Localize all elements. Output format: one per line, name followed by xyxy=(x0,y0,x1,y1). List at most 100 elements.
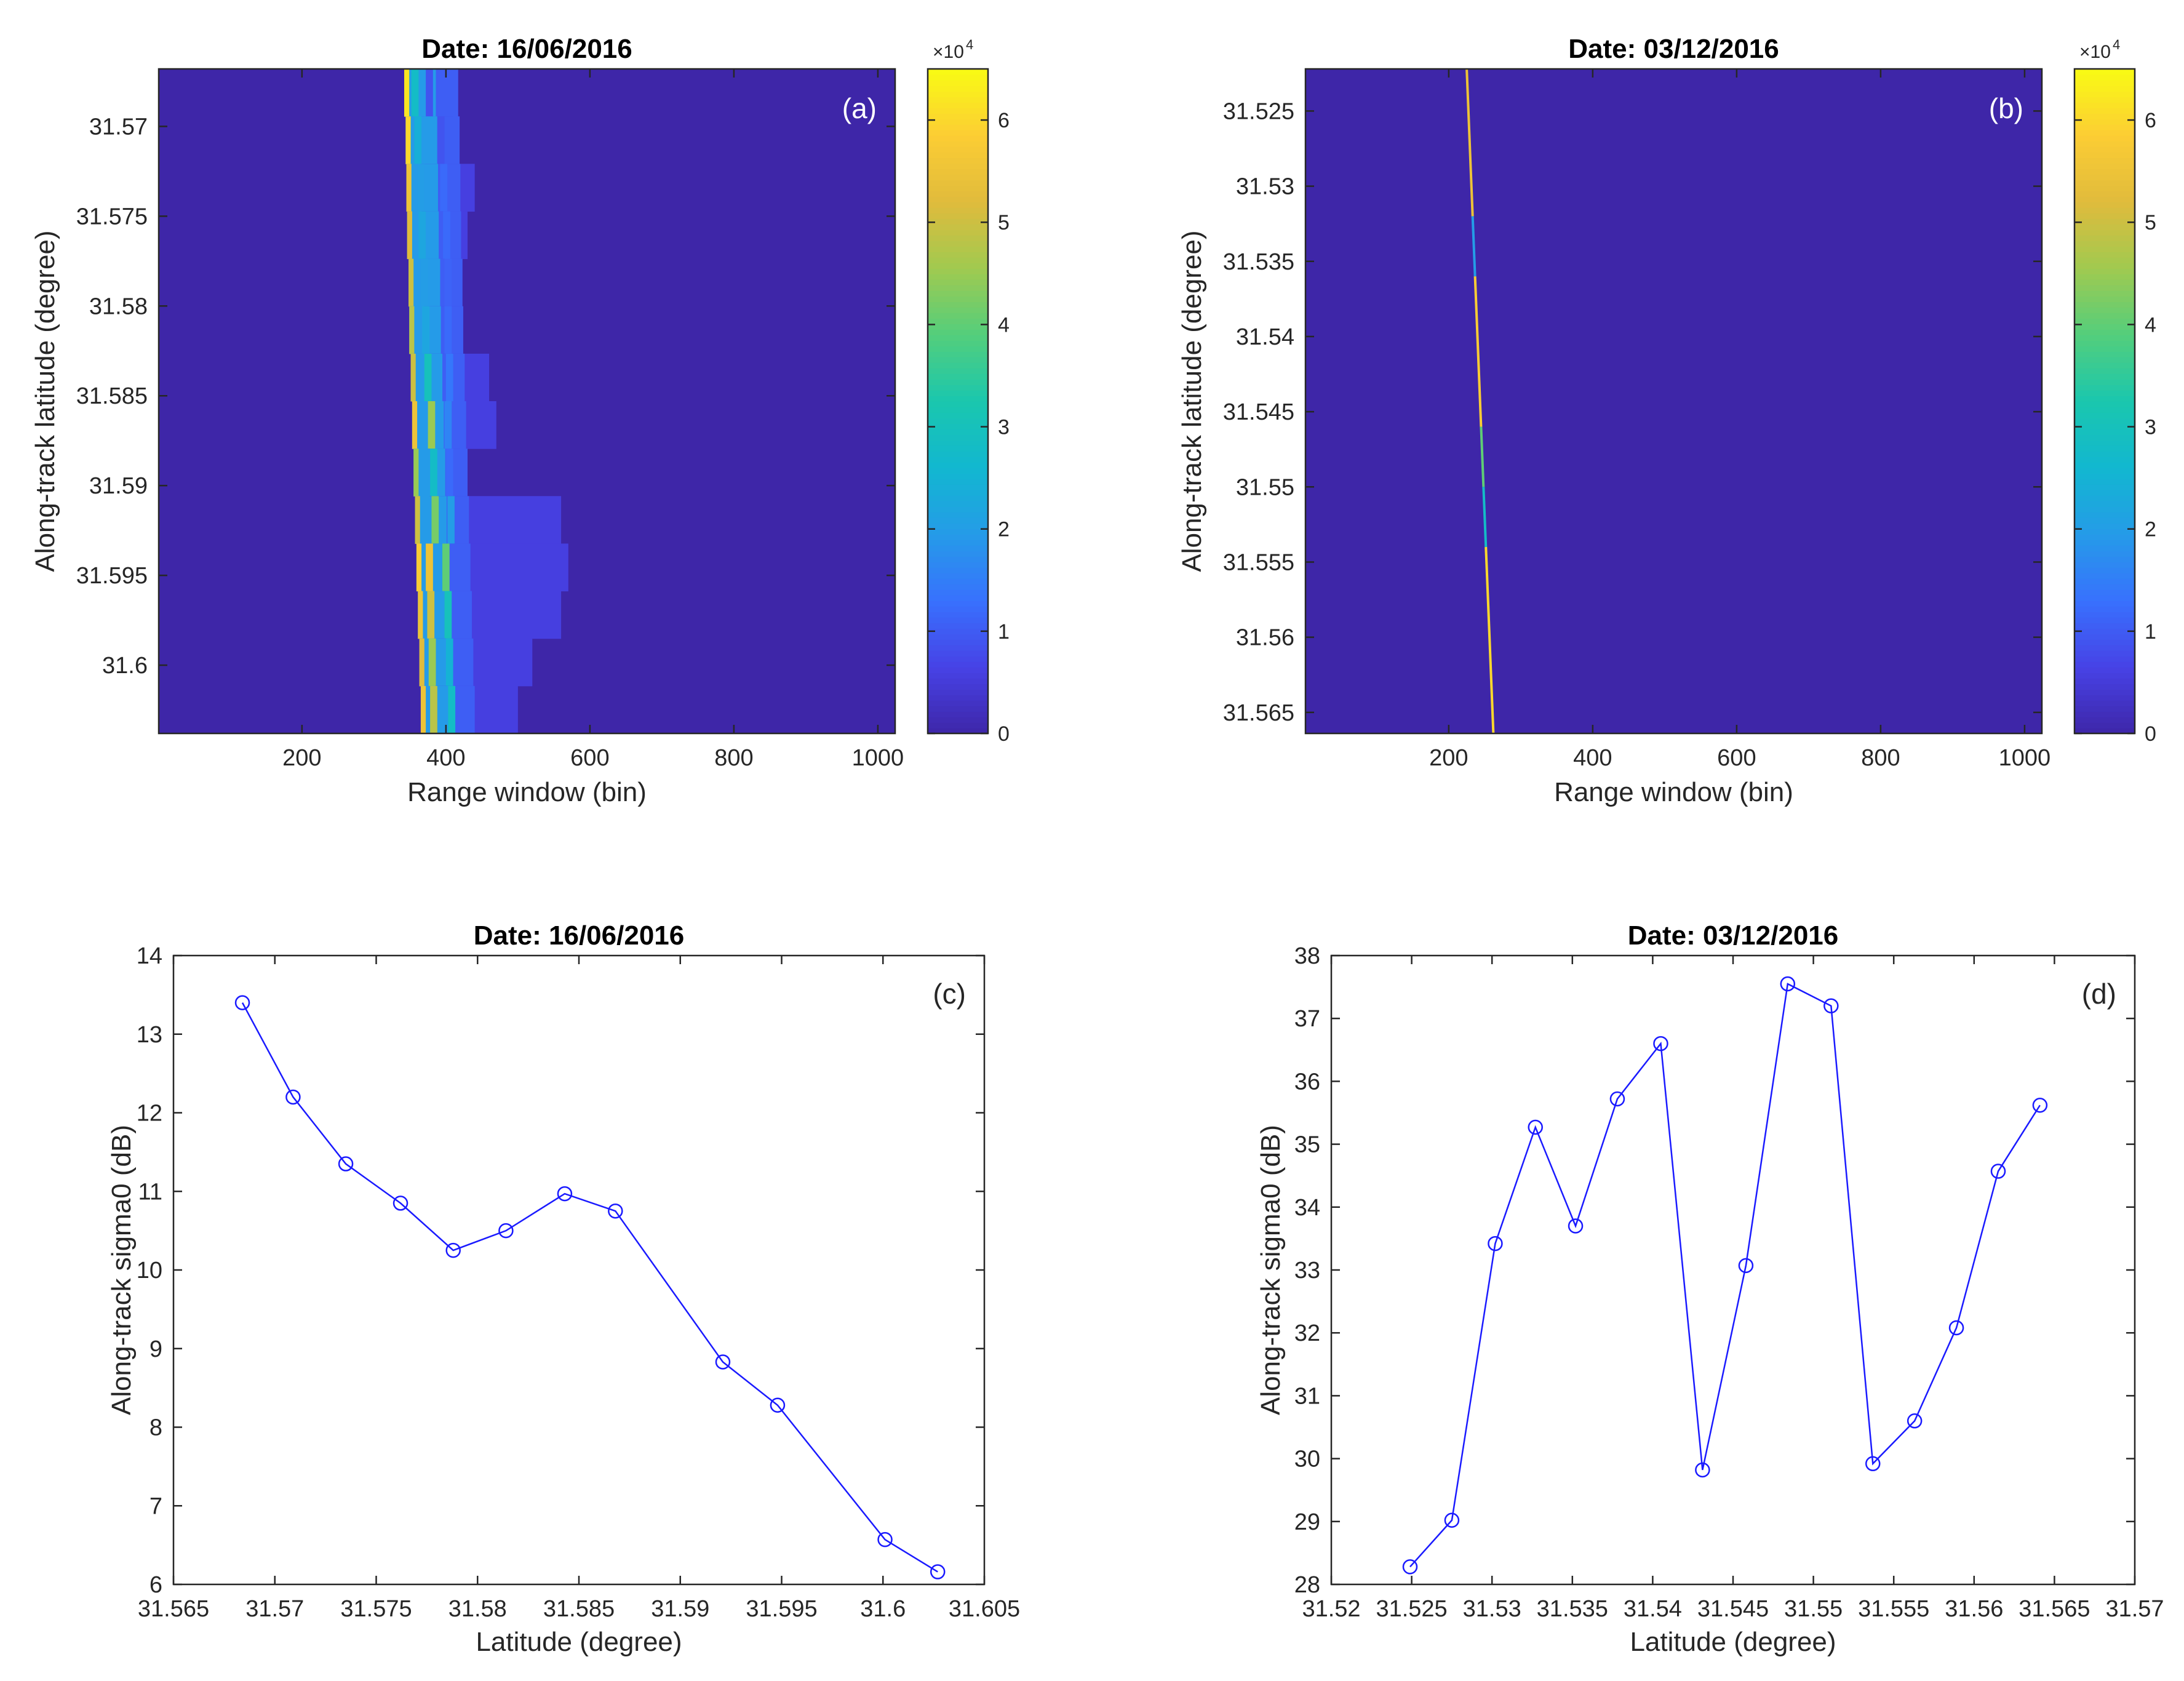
heatmap-peak xyxy=(409,258,414,307)
colorbar-strip xyxy=(2074,534,2135,540)
x-tick-label: 31.55 xyxy=(1784,1596,1843,1622)
heatmap-streak xyxy=(430,449,437,497)
colorbar-strip xyxy=(928,268,988,274)
heatmap-streak xyxy=(417,164,424,212)
colorbar-strip xyxy=(928,589,988,596)
data-point xyxy=(285,1089,301,1105)
axes-frame xyxy=(157,68,896,735)
colorbar-strip xyxy=(2074,728,2135,734)
colorbar-strip xyxy=(928,562,988,568)
colorbar-strip xyxy=(2074,523,2135,529)
x-axis-label: Latitude (degree) xyxy=(1630,1627,1836,1657)
colorbar-strip xyxy=(928,407,988,413)
heatmap-peak xyxy=(416,543,422,592)
colorbar-strip xyxy=(2074,69,2135,75)
colorbar-strip xyxy=(928,301,988,308)
heatmap-streak xyxy=(418,211,426,260)
colorbar-strip xyxy=(928,362,988,369)
colorbar-strip xyxy=(928,169,988,175)
colorbar-strip xyxy=(2074,623,2135,629)
colorbar-strip xyxy=(928,235,988,241)
colorbar-strip xyxy=(2074,202,2135,208)
colorbar-strip xyxy=(928,130,988,136)
x-tick-label: 800 xyxy=(714,745,753,771)
colorbar-strip xyxy=(2074,628,2135,634)
x-tick-label: 200 xyxy=(1429,745,1468,771)
colorbar-strip xyxy=(2074,540,2135,546)
colorbar-strip xyxy=(2074,135,2135,142)
x-tick-label: 31.605 xyxy=(949,1596,1020,1622)
colorbar-strip xyxy=(928,584,988,590)
colorbar-strip xyxy=(928,152,988,158)
colorbar-strip xyxy=(928,529,988,535)
heatmap-peak xyxy=(415,496,420,544)
colorbar-strip xyxy=(2074,130,2135,136)
heatmap-peak xyxy=(409,306,415,354)
colorbar-strip xyxy=(928,457,988,463)
colorbar-strip xyxy=(928,307,988,313)
colorbar-strip xyxy=(928,556,988,562)
colorbar-strip xyxy=(928,379,988,385)
colorbar-strip xyxy=(2074,634,2135,640)
y-tick-label: 31.525 xyxy=(1223,98,1294,124)
colorbar-strip xyxy=(928,700,988,706)
y-tick-label: 31.535 xyxy=(1223,249,1294,275)
colorbar-strip xyxy=(2074,385,2135,391)
colorbar-strip xyxy=(928,418,988,424)
colorbar-tick-label: 0 xyxy=(2145,722,2156,746)
data-point xyxy=(877,1531,893,1547)
colorbar-strip xyxy=(928,196,988,202)
data-point xyxy=(445,1242,461,1258)
data-point xyxy=(498,1223,514,1239)
colorbar-strip xyxy=(928,74,988,81)
x-tick-label: 31.58 xyxy=(448,1596,507,1622)
colorbar-strip xyxy=(2074,468,2135,474)
colorbar-strip xyxy=(2074,578,2135,585)
panel-title: Date: 03/12/2016 xyxy=(1568,34,1779,64)
colorbar-strip xyxy=(928,667,988,673)
colorbar-strip xyxy=(2074,584,2135,590)
data-point xyxy=(1990,1164,2006,1179)
colorbar-strip xyxy=(928,445,988,452)
series-line-sigma0 xyxy=(1409,983,2041,1568)
colorbar-strip xyxy=(2074,445,2135,452)
colorbar-strip xyxy=(928,606,988,612)
colorbar-tick-label: 3 xyxy=(2145,416,2156,439)
plot-area xyxy=(1331,956,2135,1584)
colorbar-strip xyxy=(2074,241,2135,247)
heatmap-streak xyxy=(427,591,435,639)
x-tick-label: 31.535 xyxy=(1537,1596,1608,1622)
x-tick-label: 600 xyxy=(1717,745,1756,771)
x-tick-label: 800 xyxy=(1861,745,1900,771)
colorbar-strip xyxy=(2074,451,2135,457)
colorbar-strip xyxy=(2074,551,2135,557)
colorbar-strip xyxy=(2074,340,2135,346)
colorbar-strip xyxy=(2074,307,2135,313)
colorbar-strip xyxy=(2074,124,2135,130)
x-tick-label: 31.57 xyxy=(2105,1596,2164,1622)
colorbar-strip xyxy=(2074,595,2135,601)
heatmap-streak xyxy=(431,496,439,544)
colorbar-strip xyxy=(2074,401,2135,407)
y-tick-label: 10 xyxy=(137,1258,162,1284)
colorbar-strip xyxy=(2074,268,2135,274)
colorbar-strip xyxy=(928,661,988,668)
colorbar-strip xyxy=(928,357,988,363)
y-tick-label: 31.585 xyxy=(76,383,148,409)
panel-tag: (a) xyxy=(842,92,877,124)
colorbar-strip xyxy=(2074,722,2135,729)
colorbar-strip xyxy=(2074,80,2135,86)
colorbar-frame xyxy=(2073,68,2136,735)
heatmap-streak xyxy=(442,543,450,592)
colorbar-strip xyxy=(2074,390,2135,396)
colorbar-strip xyxy=(2074,207,2135,214)
y-tick-label: 13 xyxy=(137,1022,162,1048)
colorbar-strip xyxy=(928,185,988,191)
panel-tag: (b) xyxy=(1989,92,2023,124)
heatmap-peak xyxy=(406,164,412,212)
heatmap-panel-a: 200 400 600 800 1000 31.57 31.575 31.58 31.585 31… xyxy=(30,34,904,807)
data-point xyxy=(557,1186,573,1202)
y-tick-label: 31.565 xyxy=(1223,700,1294,726)
